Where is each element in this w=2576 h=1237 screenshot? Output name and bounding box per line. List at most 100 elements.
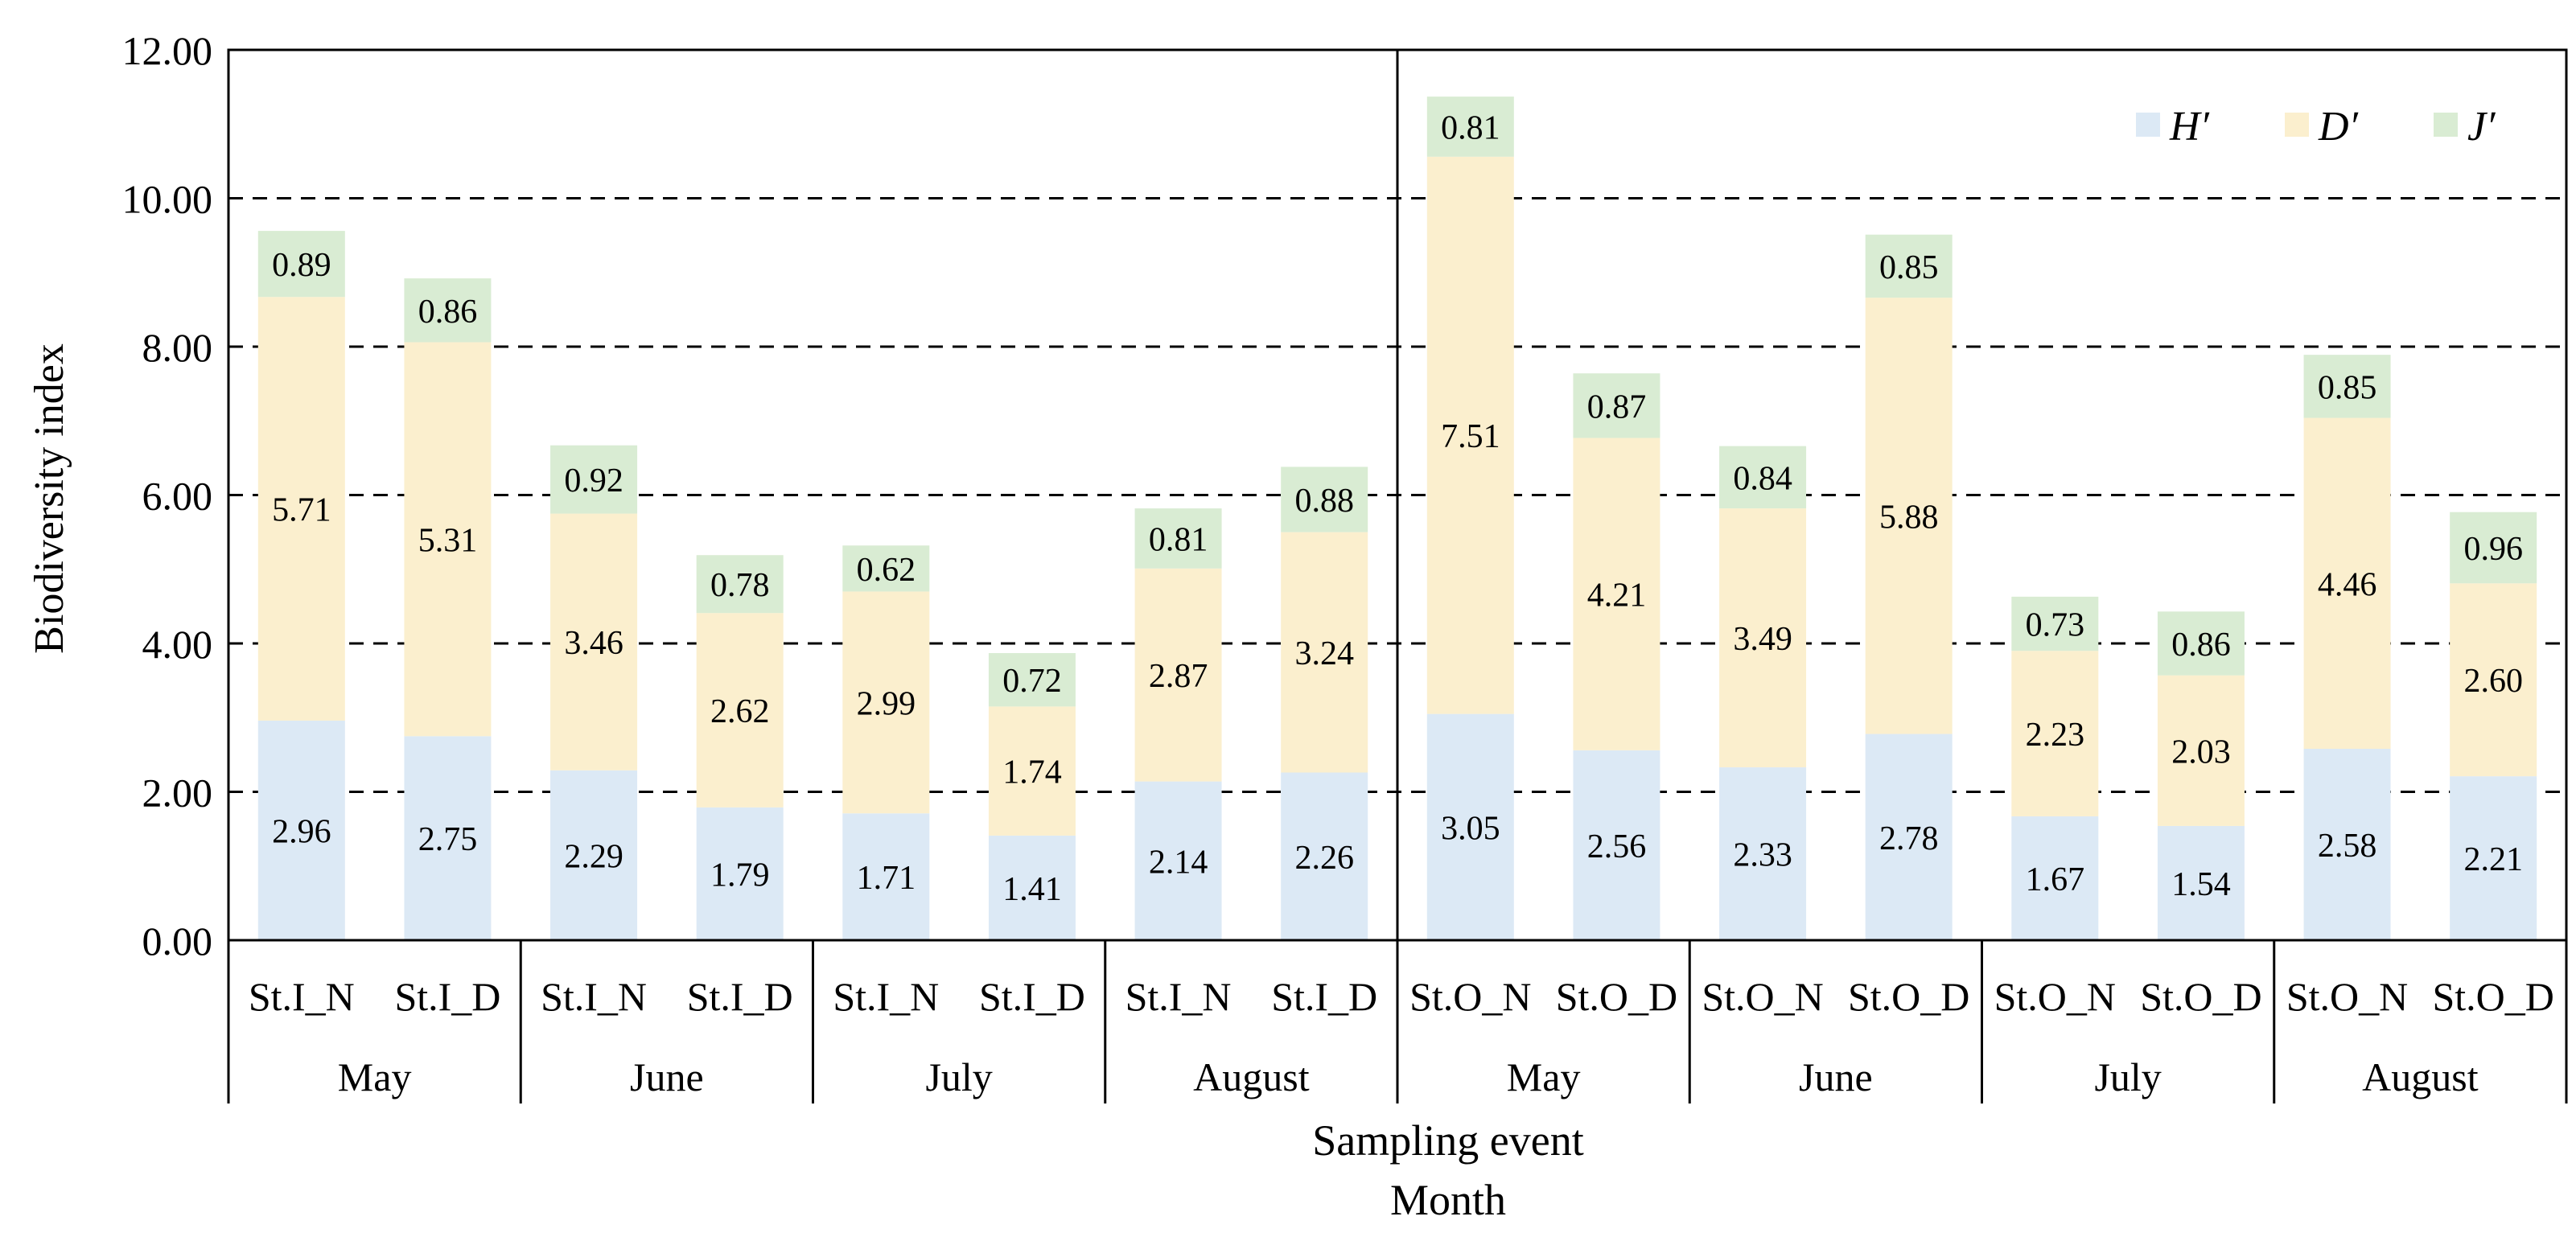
data-label: 3.05 xyxy=(1441,810,1500,847)
bar-segment xyxy=(2157,611,2245,676)
bar-segment xyxy=(257,720,345,940)
month-label: July xyxy=(925,1054,992,1099)
bar-segment xyxy=(2303,748,2391,940)
data-label: 5.88 xyxy=(1879,499,1939,536)
data-label: 2.87 xyxy=(1149,658,1208,695)
data-labels-layer: 2.96 5.71 0.89 2.75 5.31 0.86 2.29 3.46 0.92 1.79… xyxy=(272,109,2523,907)
data-label: 2.58 xyxy=(2318,828,2377,865)
bar-segment xyxy=(2157,675,2245,826)
x-category-label: St.O_N xyxy=(2286,974,2408,1019)
data-label: 5.31 xyxy=(418,522,478,559)
data-label: 1.71 xyxy=(857,860,916,897)
data-label: 2.78 xyxy=(1879,820,1939,857)
bar-segment xyxy=(1134,508,1222,569)
x-category-label: St.O_N xyxy=(1994,974,2116,1019)
bar-segment xyxy=(842,545,930,592)
y-tick-label: 8.00 xyxy=(142,325,213,370)
data-label: 0.89 xyxy=(272,247,331,284)
bar-segment xyxy=(1426,156,1514,714)
data-label: 1.67 xyxy=(2026,861,2085,898)
bar-segment xyxy=(1573,438,1660,750)
data-label: 0.81 xyxy=(1441,109,1500,146)
legend-label: J′ xyxy=(2467,104,2496,150)
legend-label: H′ xyxy=(2169,104,2211,150)
data-label: 0.92 xyxy=(564,462,623,499)
x-category-label: St.I_N xyxy=(249,974,355,1019)
bars-layer xyxy=(257,97,2537,940)
data-label: 3.24 xyxy=(1294,635,1354,672)
bar-segment xyxy=(2450,776,2537,940)
bar-segment xyxy=(257,297,345,721)
data-label: 2.99 xyxy=(857,685,916,722)
data-label: 0.85 xyxy=(1879,249,1939,286)
data-label: 0.87 xyxy=(1587,388,1647,425)
bar-segment xyxy=(2303,355,2391,418)
x-axis-title-line1: Sampling event xyxy=(1312,1116,1583,1165)
bar-segment xyxy=(1573,750,1660,940)
data-label: 2.21 xyxy=(2463,841,2523,878)
data-label: 3.46 xyxy=(564,625,623,662)
bar-segment xyxy=(988,652,1076,707)
bar-segment xyxy=(1865,234,1953,298)
data-label: 0.84 xyxy=(1733,460,1792,497)
legend-swatch xyxy=(2136,113,2160,137)
data-label: 0.85 xyxy=(2318,369,2377,406)
bar-segment xyxy=(696,613,784,808)
bar-segment xyxy=(2450,583,2537,777)
bar-segment xyxy=(2157,825,2245,940)
month-label: July xyxy=(2094,1054,2161,1099)
bar-segment xyxy=(404,342,492,737)
y-axis-title: Biodiversity index xyxy=(27,343,72,654)
bar-segment xyxy=(1719,767,1807,940)
data-label: 2.14 xyxy=(1149,844,1208,881)
bar-segment xyxy=(1865,734,1953,940)
y-tick-labels: 0.00 2.00 4.00 6.00 8.00 10.00 12.00 xyxy=(122,28,213,964)
x-category-label: St.I_D xyxy=(979,974,1085,1019)
bar-segment xyxy=(1865,298,1953,734)
x-category-label: St.I_N xyxy=(1125,974,1232,1019)
y-tick-label: 4.00 xyxy=(142,622,213,667)
bar-segment xyxy=(550,445,638,514)
month-label: June xyxy=(630,1054,704,1099)
bar-segment xyxy=(2011,816,2099,940)
x-category-label: St.I_D xyxy=(687,974,793,1019)
bar-segment xyxy=(2303,417,2391,749)
y-tick-label: 0.00 xyxy=(142,919,213,964)
x-category-label: St.I_D xyxy=(1271,974,1377,1019)
month-label: August xyxy=(1193,1054,1310,1099)
data-label: 1.74 xyxy=(1002,754,1062,791)
x-category-label: St.O_N xyxy=(1409,974,1531,1019)
data-label: 2.33 xyxy=(1733,837,1792,874)
data-label: 2.29 xyxy=(564,838,623,875)
data-label: 2.56 xyxy=(1587,828,1647,865)
data-label: 1.54 xyxy=(2171,866,2231,903)
data-label: 2.60 xyxy=(2463,663,2523,700)
x-category-label: St.O_N xyxy=(1702,974,1823,1019)
bar-segment xyxy=(696,555,784,614)
data-label: 2.75 xyxy=(418,821,478,858)
data-label: 0.73 xyxy=(2026,607,2085,644)
bar-segment xyxy=(696,807,784,940)
bar-segment xyxy=(1134,568,1222,782)
x-category-label: St.I_N xyxy=(833,974,939,1019)
data-label: 2.23 xyxy=(2026,717,2085,754)
bar-segment xyxy=(1426,713,1514,940)
data-label: 2.03 xyxy=(2171,734,2231,771)
x-category-label: St.O_D xyxy=(1556,974,1677,1019)
y-tick-label: 6.00 xyxy=(142,474,213,519)
bar-segment xyxy=(2011,651,2099,816)
x-category-label: St.O_D xyxy=(2432,974,2553,1019)
x-category-label: St.I_D xyxy=(394,974,500,1019)
month-label: May xyxy=(338,1054,412,1099)
bar-segment xyxy=(1281,772,1368,940)
y-tick-label: 10.00 xyxy=(122,177,213,222)
bar-segment xyxy=(842,591,930,814)
y-tick-label: 2.00 xyxy=(142,771,213,816)
data-label: 4.21 xyxy=(1587,577,1647,614)
bar-segment xyxy=(550,770,638,940)
legend: H′ D′ J′ xyxy=(2136,104,2496,150)
data-label: 0.88 xyxy=(1294,483,1354,520)
data-label: 0.78 xyxy=(710,567,770,604)
data-label: 4.46 xyxy=(2318,566,2377,603)
